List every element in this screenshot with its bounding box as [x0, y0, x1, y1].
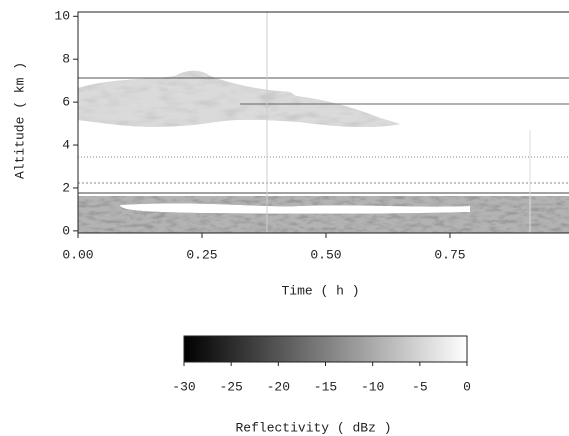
colorbar-tick-label: 0	[463, 379, 471, 394]
colorbar-tick-label: -20	[267, 379, 290, 394]
y-tick-label: 6	[62, 95, 70, 110]
colorbar-tick-label: -10	[361, 379, 384, 394]
x-tick-label: 0.50	[310, 247, 341, 262]
y-tick-label: 8	[62, 52, 70, 67]
y-tick-label: 2	[62, 180, 70, 195]
colorbar-label: Reflectivity ( dBz )	[235, 420, 391, 435]
reflectivity-field	[78, 12, 569, 233]
colorbar-tick-label: -25	[219, 379, 242, 394]
y-tick-label: 0	[62, 223, 70, 238]
lower-cloud-texture	[78, 196, 569, 233]
colorbar	[183, 335, 468, 363]
y-tick-label: 4	[62, 137, 70, 152]
colorbar-tick-label: -5	[412, 379, 428, 394]
plot-frame	[77, 11, 569, 234]
y-axis-label: Altitude ( km )	[12, 62, 27, 179]
x-tick-label: 0.25	[186, 247, 217, 262]
colorbar-tick-label: -15	[314, 379, 337, 394]
colorbar-tick-label: -30	[172, 379, 195, 394]
x-tick-label: 0.75	[434, 247, 465, 262]
x-tick-label: 0.00	[62, 247, 93, 262]
clutter-lines	[78, 12, 569, 233]
upper-cloud-texture	[78, 70, 400, 128]
x-axis-label: Time ( h )	[281, 283, 359, 298]
y-tick-label: 10	[54, 9, 70, 24]
